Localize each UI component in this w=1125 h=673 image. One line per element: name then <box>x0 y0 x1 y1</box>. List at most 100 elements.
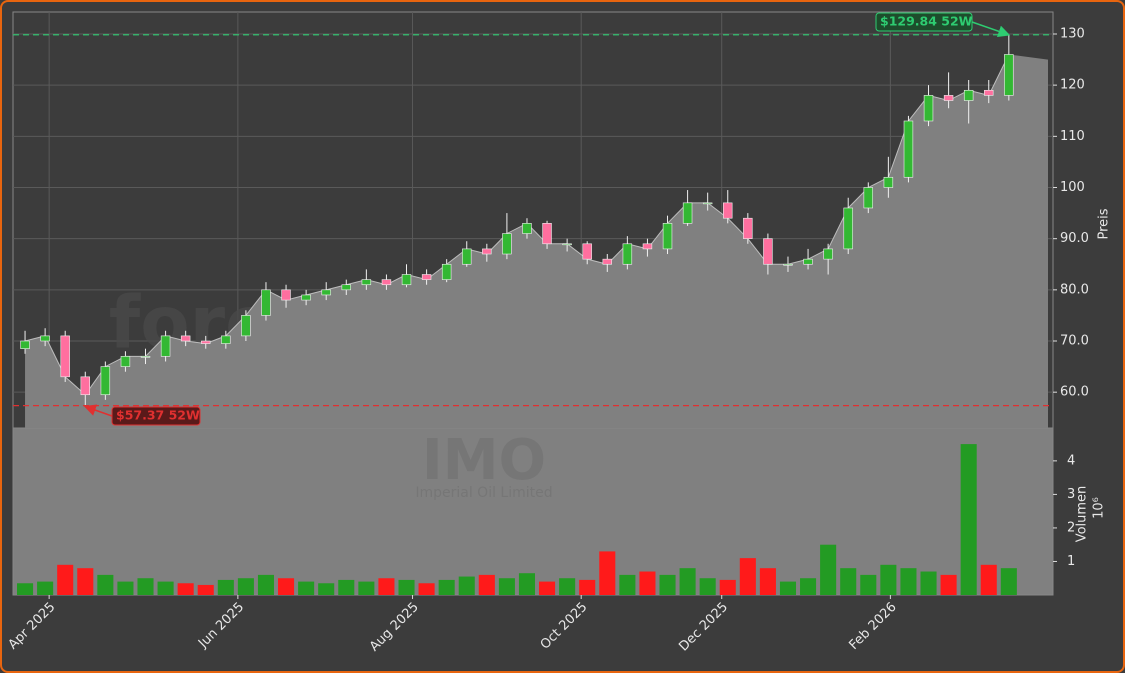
candle-body <box>482 248 492 255</box>
candle-body <box>803 258 813 265</box>
x-tick-label: Apr 2025 <box>6 600 59 653</box>
annotation-arrow <box>971 21 1011 38</box>
candle-body <box>140 356 151 358</box>
volume-bar <box>579 579 596 595</box>
volume-bar <box>157 581 174 595</box>
volume-bar <box>679 568 696 595</box>
volume-bar <box>800 578 817 595</box>
volume-bar <box>17 583 34 595</box>
volume-bar <box>840 568 857 595</box>
volume-bar <box>77 568 94 595</box>
candle-body <box>201 340 211 344</box>
candle-body <box>702 202 713 205</box>
volume-bar <box>137 578 154 595</box>
candle-body <box>20 340 30 349</box>
volume-bar <box>97 574 114 595</box>
candle-body <box>662 223 673 250</box>
volume-bar <box>940 574 957 595</box>
volume-tick-label: 2 <box>1067 520 1075 535</box>
volume-tick-label: 1 <box>1067 554 1075 569</box>
candle-body <box>783 263 793 266</box>
volume-bar <box>318 583 335 595</box>
volume-bar <box>559 578 576 595</box>
candle-body <box>863 187 874 209</box>
volume-bar <box>458 576 475 595</box>
volume-bar <box>257 574 275 595</box>
price-area <box>25 54 1049 429</box>
volume-bar <box>779 581 797 595</box>
y-axis-label: Preis <box>1097 208 1112 239</box>
annotation-label: $129.84 52W <box>880 14 973 29</box>
volume-bar <box>739 558 756 595</box>
watermark-company: Imperial Oil Limited <box>415 485 552 501</box>
candle-body <box>923 95 934 122</box>
y-tick-label: 70.0 <box>1060 334 1089 349</box>
candle-body <box>221 335 231 344</box>
candle-body <box>943 95 954 101</box>
volume-bar <box>358 581 375 595</box>
annotation-label: $57.37 52W <box>116 408 200 423</box>
candle-body <box>522 223 532 234</box>
candle-body <box>823 248 833 260</box>
volume-bar <box>599 551 616 595</box>
candle-body <box>120 356 131 367</box>
volume-bar <box>1000 568 1017 595</box>
candle-body <box>361 279 372 286</box>
candle-body <box>441 263 452 280</box>
volume-offset-label: 10⁶ <box>1092 497 1107 519</box>
candle-body <box>984 89 994 96</box>
candle-body <box>883 176 894 188</box>
candle-body <box>160 335 171 357</box>
volume-bar <box>418 583 435 595</box>
watermark-symbol: IMO <box>422 428 546 493</box>
volume-bar <box>237 578 254 595</box>
y-tick-label: 100 <box>1060 180 1085 195</box>
volume-bar <box>57 564 74 595</box>
candle-body <box>642 243 653 250</box>
candle-body <box>321 289 331 296</box>
candle-body <box>261 289 271 316</box>
x-tick-label: Jun 2025 <box>195 600 247 652</box>
volume-bar <box>278 578 295 595</box>
x-tick-label: Feb 2026 <box>846 600 899 653</box>
candle-body <box>562 243 572 246</box>
candle-body <box>281 289 291 301</box>
volume-bar <box>659 574 676 595</box>
candle-body <box>381 279 392 286</box>
volume-bar <box>820 544 837 595</box>
volume-bar <box>518 573 536 595</box>
volume-bar <box>37 581 54 595</box>
candle-body <box>763 238 773 265</box>
candle-body <box>743 217 753 239</box>
candle-body <box>723 202 733 219</box>
y-tick-label: 120 <box>1060 78 1085 93</box>
candle-body <box>100 366 111 396</box>
y-tick-label: 90.0 <box>1060 231 1089 246</box>
candle-body <box>301 294 311 301</box>
candle-body <box>40 335 50 342</box>
volume-tick-label: 4 <box>1067 453 1075 468</box>
candle-body <box>60 335 70 378</box>
volume-bar <box>699 578 716 595</box>
candle-body <box>341 284 351 291</box>
volume-bar <box>639 571 656 595</box>
candle-body <box>1004 54 1014 96</box>
y-tick-label: 80.0 <box>1060 282 1089 297</box>
volume-bar <box>117 581 134 595</box>
volume-bar <box>398 579 415 595</box>
volume-tick-label: 3 <box>1067 487 1075 502</box>
volume-bar <box>177 583 194 595</box>
candle-body <box>682 202 693 224</box>
volume-bar <box>478 574 495 595</box>
volume-bar <box>719 579 736 595</box>
candle-body <box>582 243 592 260</box>
volume-panel <box>12 427 1054 596</box>
volume-bar <box>619 574 636 595</box>
volume-bar <box>338 579 355 595</box>
volume-axis-label: Volumen <box>1075 486 1090 543</box>
x-tick-label: Aug 2025 <box>367 600 422 655</box>
volume-bar <box>197 584 214 595</box>
candle-body <box>80 376 90 396</box>
candle-body <box>622 243 633 265</box>
